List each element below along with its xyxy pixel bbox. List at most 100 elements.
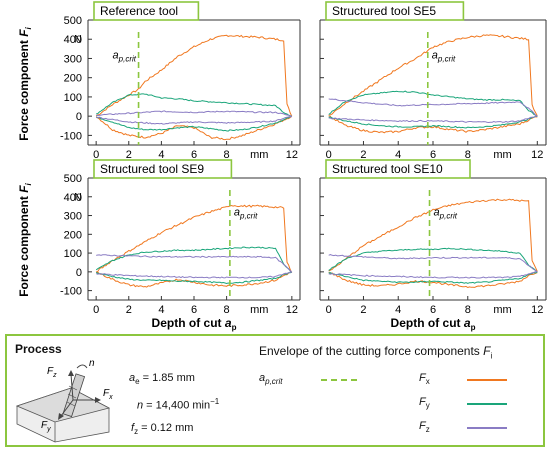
series-fx-line (328, 271, 538, 289)
series-fz-line (328, 98, 538, 117)
y-tick-label: 300 (64, 53, 82, 65)
y-tick-label: -100 (60, 286, 82, 298)
series-fz-line (96, 271, 292, 279)
x-tick-label: 12 (286, 304, 298, 316)
x-tick-label: 2 (126, 149, 132, 161)
chart-panel-3: 0 2 4 6 8 12 mm ap,crit Structured tool SE10 (319, 159, 547, 316)
legend-fz-label: Fz (419, 420, 430, 435)
series-fz-line (96, 116, 292, 125)
panel-title: Reference tool (100, 4, 178, 18)
y-tick-label: 200 (64, 73, 82, 85)
process-title: Process (15, 342, 62, 356)
panel-title-box (325, 159, 471, 179)
series-fy-line (95, 246, 293, 273)
series-fy-line (328, 247, 538, 273)
x-tick-label: 2 (360, 149, 366, 161)
y-tick-label: 300 (64, 211, 82, 223)
y-tick-label: 0 (76, 111, 82, 123)
series-fy-line (96, 115, 292, 132)
series-fz-line (328, 254, 538, 273)
legend-fy-swatch (467, 403, 507, 405)
y-tick-label: -100 (60, 130, 82, 142)
milling-tool-illustration: n Fz Fx Fy (15, 358, 113, 443)
y-tick-label: 0 (76, 267, 82, 279)
x-tick-label: 4 (158, 304, 164, 316)
x-tick-label: 2 (126, 304, 132, 316)
series-fz-line (96, 254, 293, 273)
x-tick-label: 8 (224, 149, 230, 161)
x-axis-title: Depth of cut ap (152, 316, 237, 332)
tool-n-label: n (89, 358, 95, 369)
crit-depth-label: ap,crit (234, 207, 258, 221)
x-axis-title: Depth of cut ap (391, 316, 476, 332)
x-tick-label: 6 (191, 304, 197, 316)
series-fz-line (95, 110, 292, 117)
panel-title: Structured tool SE9 (100, 162, 204, 176)
y-unit-label: N (74, 191, 82, 203)
x-unit-label: mm (250, 149, 268, 161)
panel-title: Structured tool SE5 (332, 4, 436, 18)
y-tick-label: 100 (64, 248, 82, 260)
x-unit-label: mm (493, 304, 511, 316)
series-fy-line (96, 271, 292, 285)
tool-fy-label: Fy (41, 420, 51, 433)
x-tick-label: 2 (360, 304, 366, 316)
tool-fz-label: Fz (47, 366, 57, 379)
x-tick-label: 4 (158, 149, 164, 161)
x-tick-label: 6 (191, 149, 197, 161)
y-tick-label: 500 (64, 173, 82, 185)
x-tick-label: 4 (395, 304, 401, 316)
crit-depth-label: ap,crit (434, 207, 458, 221)
series-fy-line (328, 271, 538, 284)
panel-title: Structured tool SE10 (332, 162, 443, 176)
panel-title-box (93, 1, 200, 21)
y-axis-title: Force component Fi (17, 182, 33, 296)
crit-depth-label: ap,crit (113, 49, 137, 63)
legend-fx-swatch (467, 379, 507, 381)
x-tick-label: 8 (465, 149, 471, 161)
x-tick-label: 6 (430, 304, 436, 316)
series-fx-line (95, 34, 293, 117)
crit-depth-label: ap,crit (432, 49, 456, 63)
series-fy-line (96, 93, 292, 117)
fz-parameter: fz = 0.12 mm (131, 422, 194, 437)
series-fz-line (328, 115, 538, 124)
legend-box: Process n Fz Fx Fy ae = 1.85 mm n = 14,4… (5, 334, 545, 447)
series-fz-line (328, 271, 538, 279)
x-tick-label: 0 (326, 149, 332, 161)
y-unit-label: N (74, 34, 82, 46)
ae-parameter: ae = 1.85 mm (129, 372, 195, 387)
x-tick-label: 12 (531, 304, 543, 316)
x-tick-label: 0 (326, 304, 332, 316)
x-tick-label: 8 (224, 304, 230, 316)
series-fx-line (328, 198, 538, 272)
x-tick-label: 12 (531, 149, 543, 161)
legend-crit-swatch (321, 379, 361, 381)
legend-fz-swatch (467, 427, 507, 429)
legend-fy-label: Fy (419, 396, 430, 411)
y-axis-title: Force component Fi (17, 26, 33, 140)
series-fy-line (328, 90, 538, 118)
y-tick-label: 100 (64, 92, 82, 104)
x-tick-label: 0 (93, 304, 99, 316)
chart-panel-0: -1000100200300400500N0246812mmNap,critRe… (60, 1, 301, 161)
x-tick-label: 0 (93, 149, 99, 161)
panel-title-box (325, 1, 465, 21)
chart-panel-2: -1000100200300400500N0246812mmNap,critSt… (60, 159, 301, 316)
panel-title-box (93, 159, 233, 179)
x-tick-label: 4 (395, 149, 401, 161)
x-unit-label: mm (493, 149, 511, 161)
series-fx-line (96, 271, 292, 288)
legend-fx-label: Fx (419, 372, 430, 387)
tool-fx-label: Fx (103, 388, 113, 401)
y-tick-label: 400 (64, 34, 82, 46)
series-fx-line (328, 34, 538, 117)
x-tick-label: 8 (465, 304, 471, 316)
y-tick-label: 400 (64, 192, 82, 204)
x-tick-label: 12 (286, 149, 298, 161)
chart-panel-1: 0 2 4 6 8 12 mm ap,crit Structured tool SE5 (319, 1, 547, 161)
y-tick-label: 500 (64, 15, 82, 27)
y-tick-label: 200 (64, 229, 82, 241)
n-parameter: n = 14,400 min−1 (137, 397, 220, 412)
